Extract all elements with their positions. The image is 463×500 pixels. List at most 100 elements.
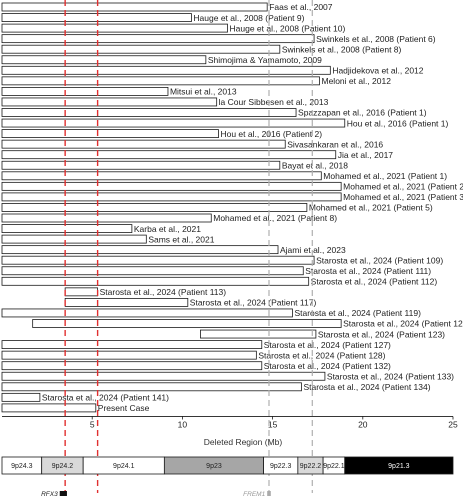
bar-label: Mohamed et al., 2021 (Patient 2) bbox=[343, 182, 463, 192]
deletion-bar bbox=[1, 150, 337, 160]
bar-label: Starosta et al., 2024 (Patient 122) bbox=[343, 319, 463, 329]
deletion-bar bbox=[1, 34, 315, 44]
deletion-bar bbox=[1, 234, 147, 244]
x-axis-label: Deleted Region (Mb) bbox=[204, 437, 283, 447]
chromosome-ideogram: 9p24.3 9p24.2 9p24.1 9p23 9p22.3 9p22.2 9p22.1… bbox=[1, 456, 454, 475]
deletion-bar bbox=[1, 371, 326, 381]
deletion-bar bbox=[1, 245, 279, 255]
deletion-bar bbox=[1, 361, 263, 371]
deletion-bar bbox=[1, 403, 97, 413]
bar-label: Mohamed et al., 2021 (Patient 1) bbox=[323, 171, 447, 181]
band-label: 9p23 bbox=[206, 463, 222, 470]
bar-label: Starosta et al., 2024 (Patient 128) bbox=[258, 350, 385, 360]
deletion-bar bbox=[1, 118, 346, 128]
bar-label: Sams et al., 2021 bbox=[148, 234, 214, 244]
bar-label: Starosta et al., 2024 (Patient 132) bbox=[264, 361, 391, 371]
bar-label: Jia et al., 2017 bbox=[338, 150, 394, 160]
deletion-bar bbox=[1, 13, 192, 22]
x-tick-label: 25 bbox=[448, 419, 458, 429]
deletion-bar bbox=[1, 171, 322, 181]
deletion-bar bbox=[1, 276, 310, 286]
bar-label: Faas et al., 2007 bbox=[269, 2, 333, 12]
x-tick-label: 5 bbox=[90, 419, 95, 429]
x-tick-label: 20 bbox=[358, 419, 368, 429]
x-tick-label: 10 bbox=[178, 419, 188, 429]
bar-label: la Cour Sibbesen et al., 2013 bbox=[219, 97, 329, 107]
band-label: 9p24.3 bbox=[11, 463, 33, 470]
deletion-bar bbox=[64, 297, 189, 307]
deletion-bar bbox=[1, 392, 41, 402]
bar-label: Starosta et al., 2024 (Patient 119) bbox=[294, 308, 421, 318]
deletion-bar bbox=[200, 329, 317, 339]
bar-label: Hou et al., 2016 (Patient 2) bbox=[220, 129, 322, 139]
band-label: 9p22.3 bbox=[270, 463, 292, 470]
deletion-bar bbox=[64, 287, 99, 297]
bar-label: Starosta et al., 2024 (Patient 111) bbox=[305, 266, 431, 276]
gene-marker bbox=[267, 491, 271, 496]
deletion-bar bbox=[1, 87, 169, 96]
bar-label: Shimojima & Yamamoto, 2009 bbox=[208, 55, 322, 65]
bar-label: Sivasankaran et al., 2016 bbox=[287, 139, 383, 149]
deletion-bar bbox=[1, 23, 228, 33]
deletion-bar bbox=[1, 44, 281, 54]
bar-label: Bayat et al., 2018 bbox=[282, 160, 348, 170]
deletion-bar bbox=[1, 139, 286, 149]
deletion-bar bbox=[1, 55, 207, 65]
bar-label: Meloni et al., 2012 bbox=[322, 76, 392, 86]
bar-label: Starosta et al., 2024 (Patient 134) bbox=[303, 382, 430, 392]
bars-layer bbox=[1, 2, 346, 413]
gene-label: RFX3 bbox=[41, 491, 58, 498]
bar-label: Starosta et al., 2024 (Patient 109) bbox=[316, 255, 443, 265]
deletion-bar bbox=[1, 308, 293, 318]
deletion-bar bbox=[1, 340, 263, 350]
deletion-bar bbox=[1, 266, 304, 276]
band-label: 9p22.2 bbox=[300, 463, 322, 470]
deletion-bar bbox=[1, 350, 257, 360]
deletion-bar bbox=[32, 319, 342, 328]
bar-label: Mohamed et al., 2021 (Patient 3) bbox=[343, 192, 463, 202]
band-label: 9p22.1 bbox=[323, 463, 345, 470]
deletion-bar bbox=[1, 203, 308, 212]
bar-label: Mohamed et al., 2021 (Patient 5) bbox=[309, 203, 433, 213]
x-axis: 5 10 15 20 25 bbox=[2, 416, 458, 429]
deletion-bar bbox=[1, 192, 342, 202]
bar-label: Starosta et al., 2024 (Patient 133) bbox=[327, 371, 454, 381]
deletion-bar bbox=[1, 160, 281, 170]
gene-label: FREM1 bbox=[243, 491, 265, 498]
bar-label: Hauge et al., 2008 (Patient 9) bbox=[193, 13, 304, 23]
bar-label: Mohamed et al., 2021 (Patient 8) bbox=[213, 213, 337, 223]
ideogram-band bbox=[344, 456, 454, 475]
bar-label: Hou et al., 2016 (Patient 1) bbox=[347, 118, 449, 128]
bar-label: Hauge et al., 2008 (Patient 10) bbox=[230, 23, 346, 33]
bar-label: Ajami et al., 2023 bbox=[280, 245, 346, 255]
bar-label: Starosta et al., 2024 (Patient 113) bbox=[100, 287, 227, 297]
bar-label: Present Case bbox=[98, 403, 150, 413]
deletion-bar bbox=[1, 255, 315, 265]
deletion-bar bbox=[1, 224, 133, 233]
bar-label: Swinkels et al., 2008 (Patient 6) bbox=[316, 34, 436, 44]
deletion-bar bbox=[1, 97, 218, 107]
bar-label: Starosta et al., 2024 (Patient 117) bbox=[190, 298, 317, 308]
deletion-bar bbox=[1, 181, 342, 191]
deletion-bar bbox=[1, 108, 297, 117]
deletion-bar bbox=[1, 65, 331, 75]
bar-label: Spazzapan et al., 2016 (Patient 1) bbox=[298, 108, 427, 118]
band-label: 9p21.3 bbox=[388, 463, 410, 470]
deletion-bar bbox=[1, 2, 268, 12]
gene-markers: RFX3 FREM1 bbox=[41, 491, 271, 498]
reference-lines bbox=[64, 0, 313, 493]
deletion-bar bbox=[1, 213, 212, 223]
bar-label: Starosta et al., 2024 (Patient 141) bbox=[42, 393, 169, 403]
bar-label: Hadjidekova et al., 2012 bbox=[332, 66, 423, 76]
deletion-bar bbox=[1, 382, 302, 392]
bar-label: Karba et al., 2021 bbox=[134, 224, 201, 234]
bar-label: Mitsui et al., 2013 bbox=[170, 87, 237, 97]
band-label: 9p24.2 bbox=[52, 463, 74, 470]
x-tick-label: 15 bbox=[268, 419, 278, 429]
bar-label: Starosta et al., 2024 (Patient 127) bbox=[264, 340, 391, 350]
deletion-bar bbox=[1, 76, 320, 86]
bar-label: Starosta et al., 2024 (Patient 123) bbox=[318, 329, 445, 339]
gene-marker bbox=[59, 491, 67, 496]
